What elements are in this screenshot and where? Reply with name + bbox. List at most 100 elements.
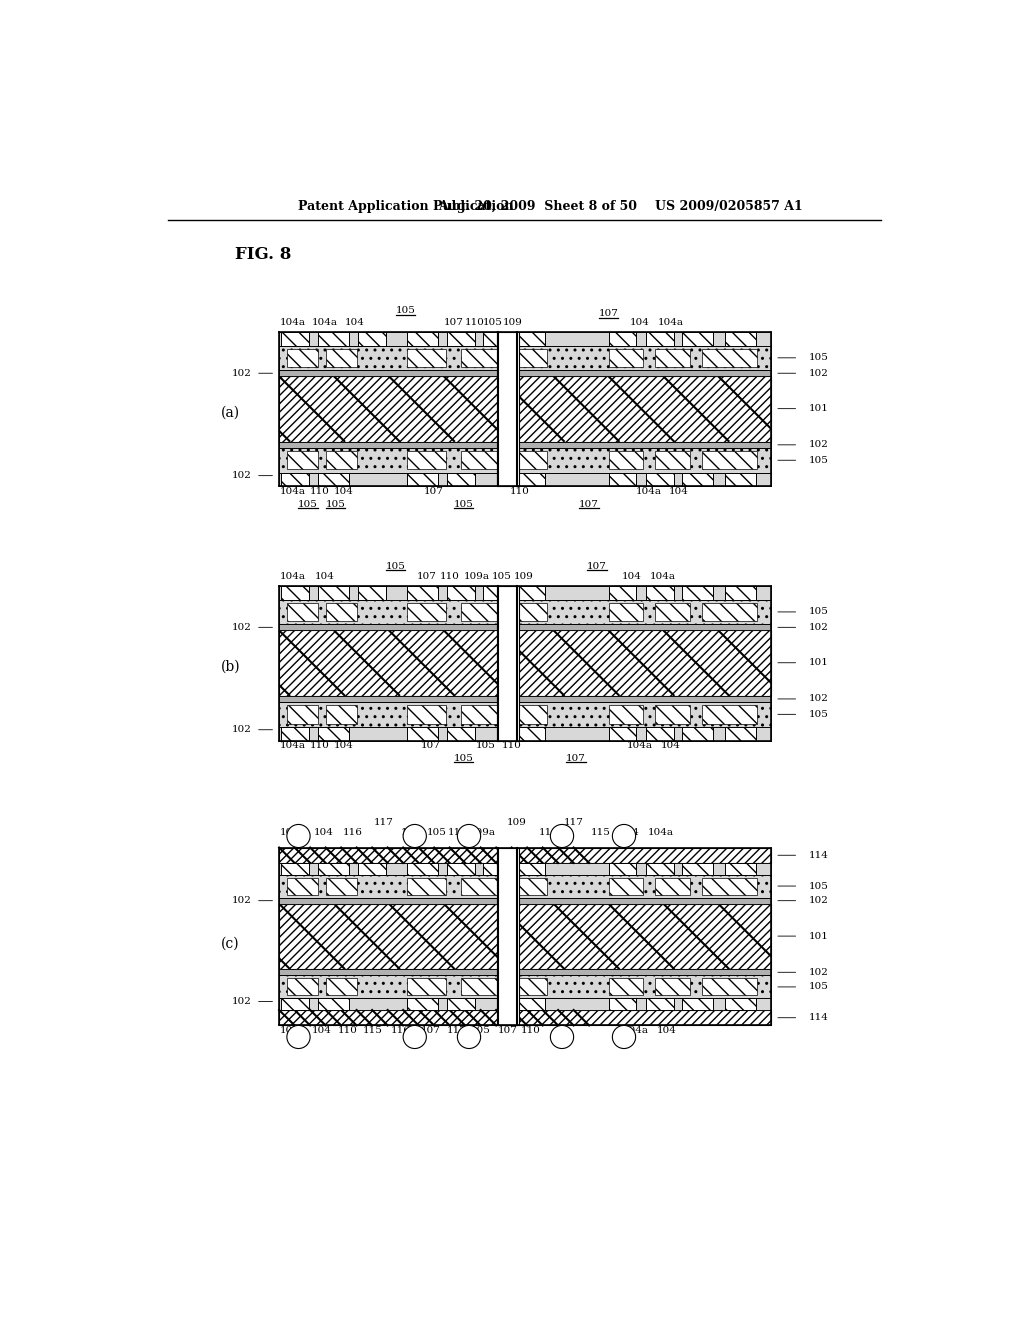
Bar bbox=[280, 898, 771, 904]
Bar bbox=[608, 451, 643, 470]
Bar bbox=[682, 473, 713, 487]
Bar bbox=[725, 998, 756, 1010]
Bar bbox=[701, 451, 758, 470]
Bar bbox=[407, 473, 438, 487]
Text: 107: 107 bbox=[566, 754, 586, 763]
Bar bbox=[447, 726, 475, 741]
Text: 117: 117 bbox=[446, 1026, 467, 1035]
Text: 105: 105 bbox=[809, 710, 828, 719]
Text: 102: 102 bbox=[809, 694, 828, 704]
Text: 102: 102 bbox=[232, 997, 252, 1006]
Bar bbox=[517, 331, 545, 346]
Bar bbox=[447, 331, 475, 346]
Text: 107: 107 bbox=[443, 318, 464, 327]
Text: 104: 104 bbox=[622, 572, 642, 581]
Text: 104: 104 bbox=[315, 572, 335, 581]
Bar bbox=[608, 705, 643, 723]
Bar bbox=[682, 726, 713, 741]
Bar bbox=[461, 348, 500, 367]
Text: 102: 102 bbox=[232, 896, 252, 906]
Circle shape bbox=[458, 825, 480, 847]
Text: 102: 102 bbox=[232, 623, 252, 632]
Bar bbox=[280, 586, 771, 599]
Bar bbox=[407, 998, 438, 1010]
Bar bbox=[701, 878, 758, 895]
Circle shape bbox=[612, 825, 636, 847]
Bar bbox=[701, 603, 758, 622]
Bar bbox=[407, 705, 445, 723]
Bar bbox=[407, 331, 438, 346]
Bar bbox=[281, 863, 308, 875]
Text: 101: 101 bbox=[809, 932, 828, 941]
Circle shape bbox=[287, 825, 310, 847]
Text: 110: 110 bbox=[509, 487, 529, 496]
Text: 109: 109 bbox=[507, 818, 527, 828]
Text: 105: 105 bbox=[809, 982, 828, 991]
Bar bbox=[407, 878, 445, 895]
Text: 105: 105 bbox=[809, 455, 828, 465]
Text: 105: 105 bbox=[326, 500, 346, 508]
Text: 105: 105 bbox=[385, 562, 406, 572]
Bar bbox=[508, 603, 547, 622]
Bar bbox=[281, 473, 308, 487]
Text: 116: 116 bbox=[391, 1026, 411, 1035]
Bar bbox=[701, 978, 758, 995]
Bar bbox=[358, 586, 386, 599]
Text: 105: 105 bbox=[809, 354, 828, 362]
Bar bbox=[447, 586, 475, 599]
Bar bbox=[608, 863, 636, 875]
Bar bbox=[508, 705, 547, 723]
Text: 107: 107 bbox=[580, 500, 599, 508]
Bar bbox=[497, 331, 518, 487]
Text: 102: 102 bbox=[809, 968, 828, 977]
Text: 109a: 109a bbox=[464, 572, 489, 581]
Text: 104: 104 bbox=[312, 1026, 332, 1035]
Text: 109: 109 bbox=[513, 572, 534, 581]
Text: 104a: 104a bbox=[280, 1026, 305, 1035]
Bar bbox=[682, 586, 713, 599]
Bar bbox=[646, 331, 674, 346]
Bar bbox=[508, 451, 547, 470]
Bar bbox=[280, 998, 771, 1010]
Bar bbox=[326, 451, 356, 470]
Text: 104: 104 bbox=[660, 742, 680, 750]
Bar bbox=[280, 863, 771, 875]
Text: 110: 110 bbox=[502, 742, 521, 750]
Bar bbox=[280, 702, 771, 726]
Bar bbox=[483, 586, 511, 599]
Bar bbox=[701, 348, 758, 367]
Bar bbox=[317, 586, 349, 599]
Circle shape bbox=[287, 1026, 310, 1048]
Bar bbox=[608, 331, 636, 346]
Bar bbox=[646, 473, 674, 487]
Bar bbox=[608, 348, 643, 367]
Text: 102: 102 bbox=[232, 368, 252, 378]
Text: (c): (c) bbox=[221, 937, 240, 950]
Text: 104a: 104a bbox=[280, 742, 305, 750]
Text: 105: 105 bbox=[454, 500, 473, 508]
Text: 110: 110 bbox=[447, 829, 467, 837]
Text: 105: 105 bbox=[471, 1026, 490, 1035]
Text: 114: 114 bbox=[809, 851, 828, 859]
Bar bbox=[517, 726, 545, 741]
Bar bbox=[447, 473, 475, 487]
Bar bbox=[407, 586, 438, 599]
Text: 109a: 109a bbox=[470, 829, 496, 837]
Bar bbox=[407, 978, 445, 995]
Text: 105: 105 bbox=[476, 742, 496, 750]
Bar bbox=[280, 442, 771, 447]
Text: Aug. 20, 2009  Sheet 8 of 50: Aug. 20, 2009 Sheet 8 of 50 bbox=[438, 201, 637, 214]
Bar bbox=[287, 603, 317, 622]
Text: 102: 102 bbox=[809, 368, 828, 378]
Bar bbox=[280, 376, 771, 442]
Text: 107: 107 bbox=[599, 309, 618, 318]
Text: 104a: 104a bbox=[280, 318, 305, 327]
Bar bbox=[287, 451, 317, 470]
Bar bbox=[358, 331, 386, 346]
Text: 105: 105 bbox=[809, 607, 828, 616]
Bar bbox=[281, 331, 308, 346]
Text: 105: 105 bbox=[395, 306, 416, 315]
Bar bbox=[407, 863, 438, 875]
Text: 110: 110 bbox=[521, 1026, 541, 1035]
Bar bbox=[608, 586, 636, 599]
